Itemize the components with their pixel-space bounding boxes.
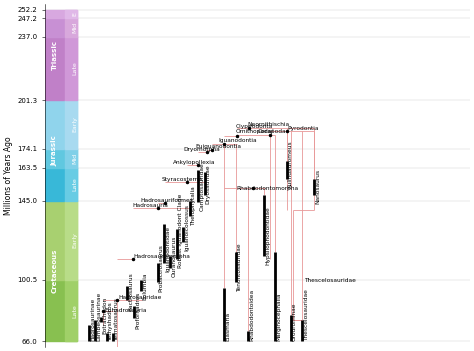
Text: Dryosauridae: Dryosauridae <box>206 165 211 204</box>
Bar <box>45 168 77 201</box>
Text: Rhabdodontomorpha: Rhabdodontomorpha <box>237 186 299 191</box>
Text: Clypeodonta: Clypeodonta <box>236 124 273 129</box>
Text: Nanosaurus: Nanosaurus <box>315 169 320 204</box>
Text: Hadrosauridae: Hadrosauridae <box>118 295 161 300</box>
Text: Ankylopollexia: Ankylopollexia <box>173 160 216 165</box>
Text: Theiophytalia: Theiophytalia <box>191 186 196 226</box>
Text: Jurassic: Jurassic <box>52 135 58 166</box>
Text: Dryomorpha: Dryomorpha <box>184 147 220 152</box>
Text: Hadrosauriformes: Hadrosauriformes <box>140 198 193 203</box>
Text: Bactrosaurus: Bactrosaurus <box>128 272 133 311</box>
Text: Orodrominae: Orodrominae <box>292 303 297 342</box>
Text: Euhadrosauria: Euhadrosauria <box>105 308 147 313</box>
Text: Thescelosauridae: Thescelosauridae <box>304 278 356 283</box>
Text: Early: Early <box>72 117 77 132</box>
Text: Camptosauridae: Camptosauridae <box>200 163 205 211</box>
Text: Iguanoicolossus: Iguanoicolossus <box>184 204 190 251</box>
Text: Tethyshadros: Tethyshadros <box>109 303 113 342</box>
Text: Iguanodontidae: Iguanodontidae <box>165 226 170 272</box>
Y-axis label: Millions of Years Ago: Millions of Years Ago <box>4 136 13 215</box>
Bar <box>65 100 77 149</box>
Bar <box>65 9 77 18</box>
Text: Triassic: Triassic <box>52 40 58 70</box>
Bar <box>65 37 77 100</box>
Text: Cerapoda: Cerapoda <box>257 130 286 134</box>
Text: Hypsilophodontidae: Hypsilophodontidae <box>265 206 270 265</box>
Text: Iguanodontia: Iguanodontia <box>218 138 256 143</box>
Text: Ouranosaurus: Ouranosaurus <box>172 236 177 277</box>
Bar <box>65 149 77 168</box>
Bar <box>65 280 77 342</box>
Text: Probactrosaurus: Probactrosaurus <box>159 244 164 292</box>
Text: Lambeosaurinae: Lambeosaurinae <box>96 292 101 342</box>
Text: Mid: Mid <box>72 22 77 33</box>
Bar <box>45 37 77 100</box>
Bar <box>65 201 77 280</box>
Text: Proforhadros: Proforhadros <box>136 292 140 329</box>
Text: Hadrosauromorpha: Hadrosauromorpha <box>134 254 191 259</box>
Text: Kulindadromeus: Kulindadromeus <box>288 140 293 188</box>
Text: Hadrosauria: Hadrosauria <box>133 203 168 207</box>
Text: Euiguanodontia: Euiguanodontia <box>195 144 241 149</box>
Text: Ornithopoda/: Ornithopoda/ <box>236 130 274 134</box>
Text: Elasmaria: Elasmaria <box>226 312 230 342</box>
Text: Robust Iguanodont Clade: Robust Iguanodont Clade <box>178 194 183 269</box>
Text: Thescelosauridae: Thescelosauridae <box>304 290 309 342</box>
Bar <box>45 18 77 37</box>
Text: Mid: Mid <box>72 153 77 164</box>
Text: Styracosterna: Styracosterna <box>162 177 203 182</box>
Text: Hadrosaurinae: Hadrosaurinae <box>90 298 95 342</box>
Text: Early: Early <box>72 232 77 248</box>
Bar <box>65 168 77 201</box>
Text: Late: Late <box>72 61 77 75</box>
Text: Telmatosaurus: Telmatosaurus <box>114 299 119 342</box>
Text: Late: Late <box>72 304 77 318</box>
Text: E: E <box>72 12 77 16</box>
Text: Cretaceous: Cretaceous <box>52 249 58 293</box>
Text: Neornithischia: Neornithischia <box>247 122 289 127</box>
Text: Late: Late <box>72 177 77 191</box>
Bar <box>45 201 77 280</box>
Text: Rhabdodontoidea: Rhabdodontoidea <box>249 289 255 342</box>
Bar <box>45 9 77 18</box>
Bar <box>65 18 77 37</box>
Text: Eolumbia: Eolumbia <box>142 273 147 300</box>
Bar <box>45 280 77 342</box>
Text: Eotrachodon: Eotrachodon <box>102 297 108 335</box>
Text: Marginocephalia: Marginocephalia <box>277 293 282 342</box>
Bar <box>45 149 77 168</box>
Text: Tenontosauridae: Tenontosauridae <box>237 243 242 292</box>
Bar <box>45 100 77 149</box>
Text: Pyrodontia: Pyrodontia <box>288 126 319 131</box>
